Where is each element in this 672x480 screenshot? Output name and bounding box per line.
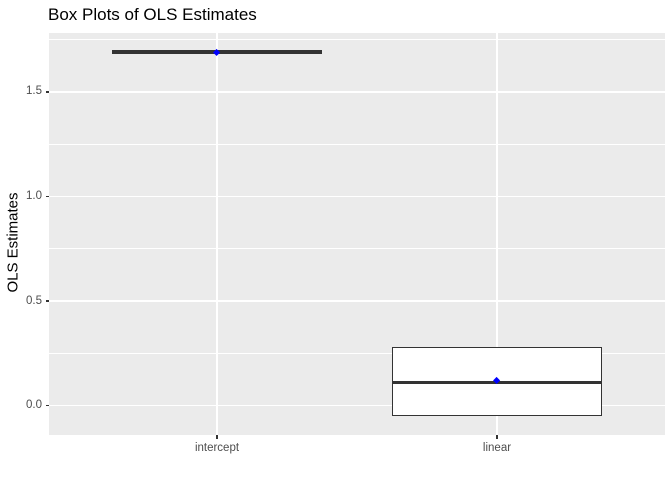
- plot-panel: [49, 33, 665, 435]
- gridline-major: [49, 300, 665, 302]
- gridline-minor: [49, 39, 665, 41]
- y-tick-mark: [45, 300, 49, 302]
- y-tick-label: 1.0: [26, 189, 42, 202]
- y-tick-label: 0.5: [26, 294, 42, 307]
- y-tick-mark: [45, 404, 49, 407]
- gridline-major: [49, 91, 665, 93]
- gridline-minor: [49, 143, 665, 145]
- y-tick-mark: [45, 195, 49, 198]
- y-tick-mark: [45, 91, 49, 93]
- plot-title: Box Plots of OLS Estimates: [48, 5, 257, 24]
- x-tick-label: linear: [482, 442, 512, 454]
- gridline-major: [49, 195, 665, 198]
- x-tick-mark: [216, 435, 218, 439]
- x-tick-label: intercept: [194, 442, 240, 454]
- y-tick-label: 1.5: [26, 85, 42, 98]
- gridline-minor: [49, 248, 665, 250]
- gridline-category: [496, 33, 498, 435]
- gridline-major: [49, 404, 665, 407]
- y-axis-title: OLS Estimates: [4, 192, 22, 293]
- y-tick-label: 0.0: [26, 399, 42, 412]
- gridline-category: [216, 33, 218, 435]
- x-tick-mark: [496, 435, 498, 439]
- gridline-minor: [49, 352, 665, 354]
